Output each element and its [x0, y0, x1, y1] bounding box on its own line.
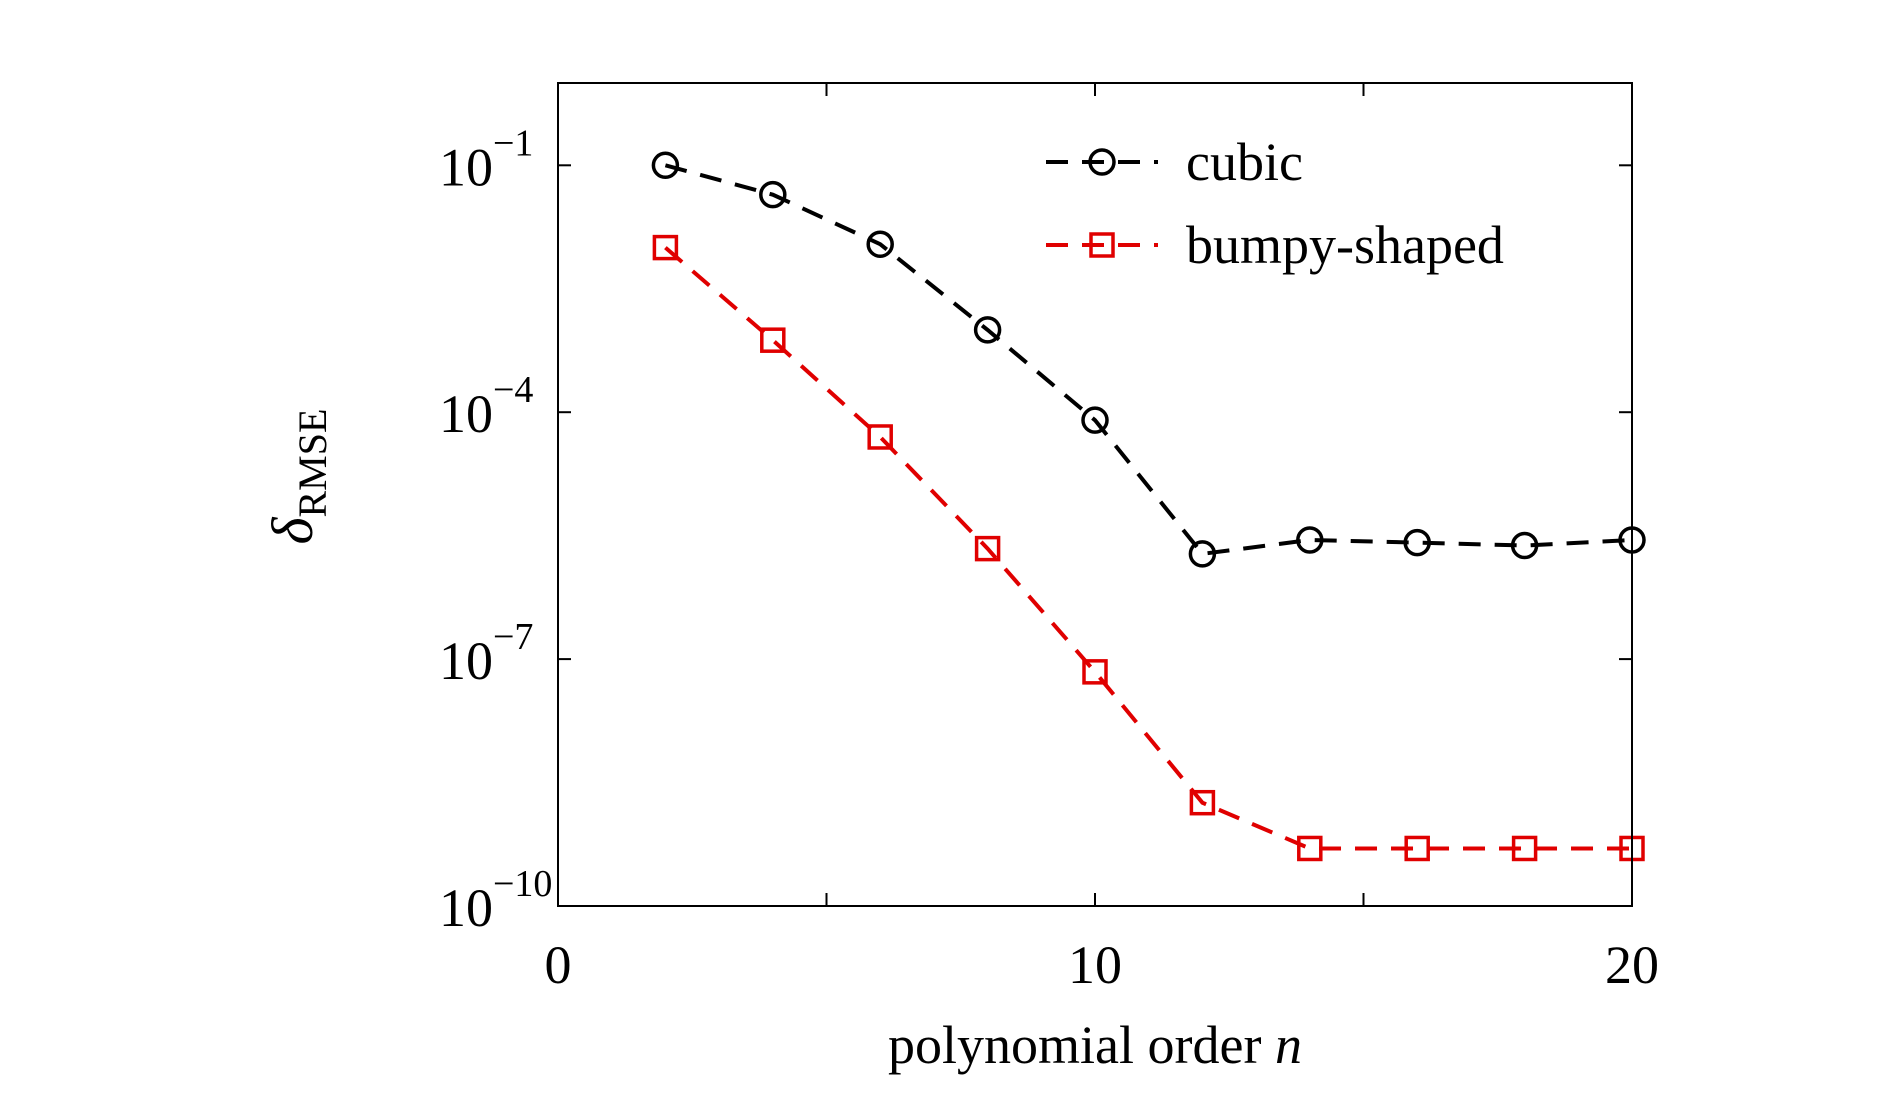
- data-point-cubic-0: [651, 151, 680, 180]
- ticks-layer: [557, 83, 1633, 907]
- data-point-bumpy-shaped-0: [652, 234, 679, 261]
- data-point-bumpy-shaped-4: [1082, 659, 1108, 685]
- data-point-cubic-2: [866, 230, 894, 258]
- legend: cubic bumpy-shaped: [1046, 132, 1504, 275]
- data-point-cubic-5: [1188, 540, 1217, 568]
- data-point-bumpy-shaped-1: [760, 327, 786, 353]
- data-point-bumpy-shaped-3: [974, 535, 1001, 562]
- y-tick-label-2: 10 −4: [439, 369, 533, 444]
- y-tick-label-base-0: 10: [439, 878, 493, 938]
- y-tick-label-base-2: 10: [439, 384, 493, 444]
- x-tick-label-0: 0: [545, 935, 572, 995]
- y-axis-title: δRMSE: [260, 409, 335, 545]
- legend-marker-cubic: [1088, 148, 1116, 176]
- series-line-bumpy-shaped: [664, 246, 1632, 851]
- y-tick-label-exp-2: −4: [493, 369, 533, 411]
- y-tick-label-3: 10 −1: [439, 122, 533, 197]
- data-point-cubic-6: [1296, 526, 1324, 554]
- legend-entry-cubic: cubic: [1046, 132, 1303, 192]
- legend-entry-bumpy-shaped: bumpy-shaped: [1046, 215, 1504, 275]
- y-tick-label-1: 10 −7: [439, 616, 533, 691]
- x-tick-label-2: 10: [1068, 935, 1122, 995]
- y-tick-label-base-1: 10: [439, 631, 493, 691]
- data-point-bumpy-shaped-5: [1189, 789, 1216, 816]
- legend-label-cubic: cubic: [1186, 132, 1303, 192]
- series-line-cubic: [664, 163, 1633, 556]
- y-tick-label-base-3: 10: [439, 137, 493, 197]
- y-tick-label-exp-3: −1: [493, 122, 533, 164]
- y-tick-label-exp-1: −7: [493, 616, 533, 658]
- data-point-bumpy-shaped-8: [1511, 835, 1538, 862]
- series-bumpy-shaped: [652, 234, 1645, 862]
- data-point-cubic-4: [1081, 406, 1109, 434]
- data-point-cubic-7: [1403, 528, 1431, 557]
- x-tick-label-4: 20: [1605, 935, 1659, 995]
- data-point-bumpy-shaped-7: [1404, 835, 1430, 862]
- data-point-cubic-3: [973, 316, 1002, 344]
- y-tick-label-0: 10 −10: [439, 863, 552, 938]
- data-point-bumpy-shaped-2: [867, 424, 893, 450]
- data-point-bumpy-shaped-6: [1297, 835, 1323, 862]
- x-axis-title: polynomial order n: [888, 1015, 1302, 1075]
- plot-frame: [557, 82, 1633, 907]
- data-point-cubic-1: [759, 180, 787, 209]
- data-point-cubic-8: [1510, 531, 1539, 560]
- legend-label-bumpy-shaped: bumpy-shaped: [1186, 215, 1504, 275]
- y-tick-label-exp-0: −10: [493, 863, 552, 905]
- legend-marker-bumpy-shaped: [1089, 232, 1115, 258]
